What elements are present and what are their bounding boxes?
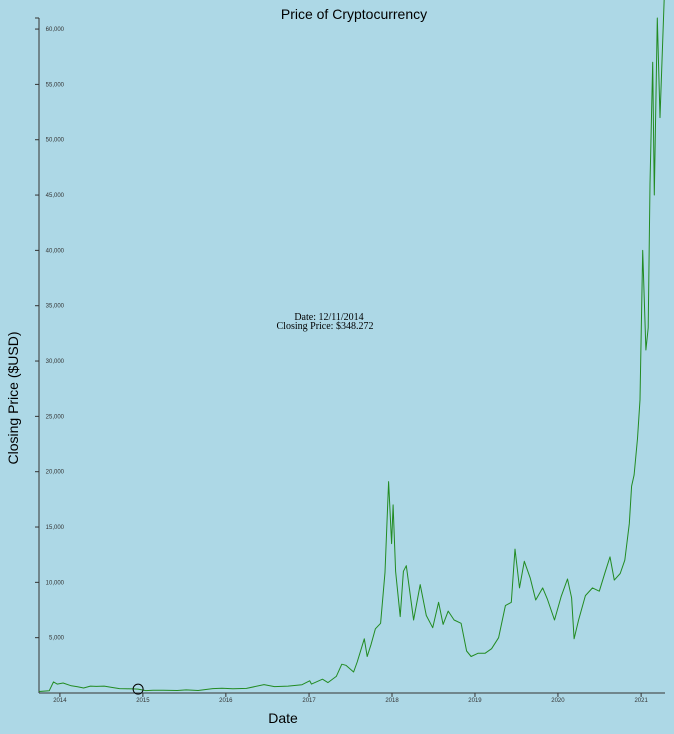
y-tick-label: 25,000 (46, 414, 65, 420)
y-tick-label: 20,000 (46, 470, 65, 476)
tooltip-price: Closing Price: $348.272 (277, 321, 374, 332)
x-tick-label: 2021 (634, 698, 648, 704)
y-tick-label: 45,000 (46, 193, 65, 199)
x-tick-label: 2019 (468, 698, 482, 704)
y-tick-label: 30,000 (46, 359, 65, 365)
y-tick-label: 35,000 (46, 304, 65, 310)
y-tick-label: 50,000 (46, 138, 65, 144)
x-tick-label: 2014 (53, 698, 67, 704)
plot-area (38, 0, 665, 692)
chart-title: Price of Cryptocurrency (281, 6, 427, 22)
x-tick-label: 2017 (302, 698, 316, 704)
x-axis: 2014 2015 2016 2017 2018 2019 2020 2021 (39, 692, 665, 704)
y-tick-label: 55,000 (46, 82, 65, 88)
x-tick-label: 2018 (385, 698, 399, 704)
y-tick-label: 5,000 (49, 636, 65, 642)
y-tick-label: 15,000 (46, 525, 65, 531)
y-tick-label: 10,000 (46, 580, 65, 586)
x-tick-label: 2016 (219, 698, 233, 704)
hover-marker (132, 683, 144, 695)
y-axis: 5,000 10,000 15,000 20,000 25,000 30,000 35,00… (35, 17, 65, 693)
x-tick-label: 2020 (551, 698, 565, 704)
x-axis-label: Date (268, 710, 298, 726)
y-tick-label: 40,000 (46, 248, 65, 254)
tooltip: Date: 12/11/2014 Closing Price: $348.272 (277, 312, 374, 332)
tooltip-date: Date: 12/11/2014 (294, 312, 363, 323)
price-line (38, 0, 665, 692)
y-axis-label: Closing Price ($USD) (5, 331, 21, 464)
y-tick-label: 60,000 (46, 27, 65, 33)
x-tick-label: 2015 (136, 698, 150, 704)
